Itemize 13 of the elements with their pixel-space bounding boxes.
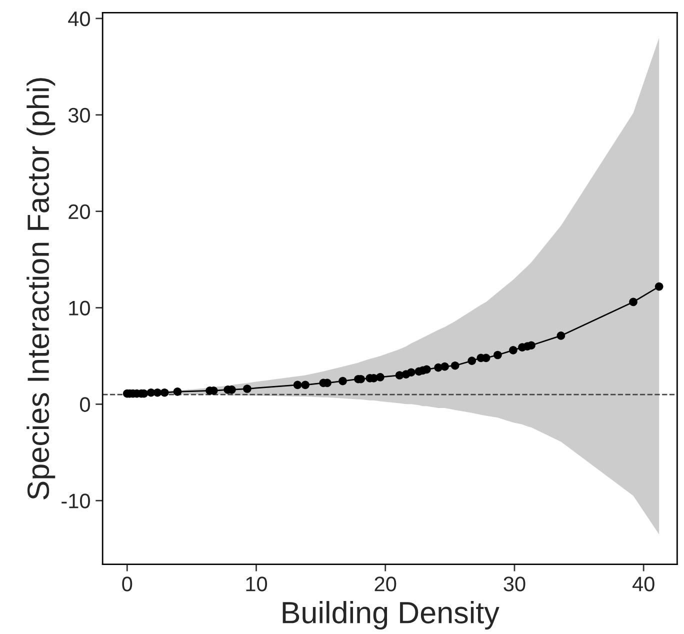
- x-tick-label: 30: [504, 576, 526, 592]
- x-tick-label: 10: [246, 576, 268, 592]
- y-tick-label: 40: [68, 11, 90, 26]
- x-tick-label: 0: [122, 576, 132, 592]
- y-axis-title: Species Interaction Factor (phi): [26, 78, 56, 500]
- y-tick-label: 20: [68, 204, 90, 220]
- x-tick-label: 40: [632, 576, 654, 592]
- y-tick-label: 30: [68, 108, 90, 123]
- x-tick-label: 20: [374, 576, 396, 592]
- y-tick-label: 0: [80, 397, 90, 412]
- y-tick-label: -10: [62, 494, 90, 508]
- y-tick-label: 10: [69, 300, 90, 316]
- x-axis-title: Building Density: [282, 601, 500, 630]
